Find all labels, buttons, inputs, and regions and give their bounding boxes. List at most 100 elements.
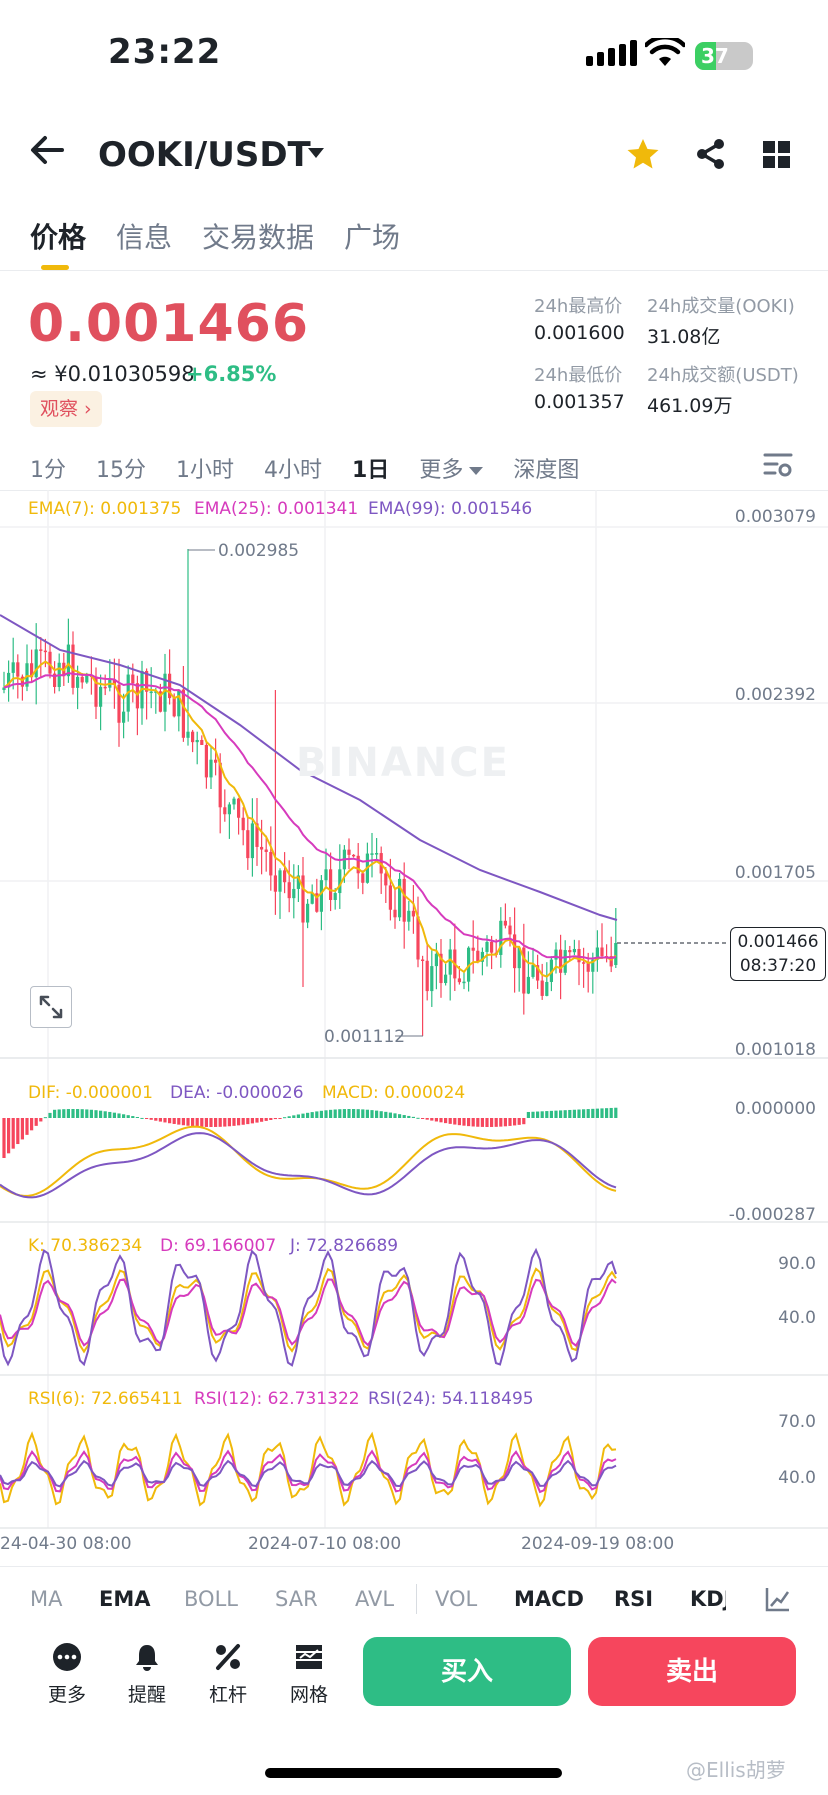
candle-body xyxy=(158,691,162,712)
interval-more[interactable]: 更多 xyxy=(419,452,484,484)
candle-body xyxy=(462,981,466,984)
indicator-ma[interactable]: MA xyxy=(30,1587,63,1611)
macd-bar xyxy=(591,1108,595,1118)
candle-body xyxy=(388,885,392,910)
interval-1h[interactable]: 1小时 xyxy=(176,458,234,483)
pair-title[interactable]: OOKI/USDT xyxy=(98,135,311,175)
candle-body xyxy=(526,976,530,994)
macd-bar xyxy=(614,1107,618,1118)
indicator-avl[interactable]: AVL xyxy=(355,1587,395,1611)
indicator-macd[interactable]: MACD xyxy=(514,1587,584,1611)
tab-square[interactable]: 广场 xyxy=(344,221,401,254)
macd-bar xyxy=(490,1118,494,1127)
macd-bar xyxy=(163,1118,167,1123)
leverage-tool[interactable]: 杠杆 xyxy=(196,1642,260,1707)
macd-bar xyxy=(48,1112,52,1118)
macd-bar xyxy=(227,1118,231,1127)
kline-chart[interactable] xyxy=(0,490,828,1545)
chevron-down-icon[interactable] xyxy=(308,148,324,158)
chart-settings-icon[interactable] xyxy=(763,452,793,478)
candle-body xyxy=(264,849,268,852)
candle-body xyxy=(237,798,241,818)
interval-1m[interactable]: 1分 xyxy=(30,458,66,483)
macd-bar xyxy=(600,1108,604,1118)
macd-bar xyxy=(411,1116,415,1118)
candle-countdown: 08:37:20 xyxy=(739,956,817,976)
macd-bar xyxy=(172,1118,176,1124)
grid-bot-icon xyxy=(296,1645,322,1669)
candle-body xyxy=(361,873,365,883)
candle-body xyxy=(503,920,507,926)
indicator-boll[interactable]: BOLL xyxy=(184,1587,238,1611)
candle-body xyxy=(480,951,484,962)
buy-button[interactable]: 买入 xyxy=(363,1637,571,1706)
candle-body xyxy=(411,910,415,917)
sell-button[interactable]: 卖出 xyxy=(588,1637,796,1706)
indicator-kdj[interactable]: KDJ xyxy=(690,1587,726,1611)
macd-bar xyxy=(503,1118,507,1127)
macd-bar xyxy=(246,1118,250,1125)
candle-body xyxy=(269,851,273,876)
interval-4h[interactable]: 4小时 xyxy=(264,458,322,483)
macd-bar xyxy=(16,1118,20,1145)
macd-bar xyxy=(80,1109,84,1118)
macd-bar xyxy=(34,1118,38,1126)
indicator-vol[interactable]: VOL xyxy=(435,1587,478,1611)
macd-bar xyxy=(103,1111,107,1118)
macd-bar xyxy=(135,1116,139,1118)
macd-bar xyxy=(434,1118,438,1122)
bell-icon xyxy=(136,1645,158,1671)
macd-bar xyxy=(255,1118,259,1123)
indicator-ema[interactable]: EMA xyxy=(99,1587,151,1611)
candle-body xyxy=(586,962,590,972)
ema99-line xyxy=(0,614,618,921)
interval-15m[interactable]: 15分 xyxy=(96,458,146,483)
macd-axis-tick: -0.000287 xyxy=(728,1205,816,1225)
macd-bar xyxy=(559,1110,563,1118)
more-tool[interactable]: 更多 xyxy=(35,1642,99,1707)
indicator-settings-icon[interactable] xyxy=(765,1586,791,1612)
back-arrow-icon[interactable] xyxy=(30,135,64,165)
macd-bar xyxy=(89,1109,93,1118)
candle-body xyxy=(398,878,402,918)
candle-body xyxy=(255,823,259,847)
stat-high-label: 24h最高价 xyxy=(534,296,623,317)
candle-body xyxy=(439,953,443,984)
indicator-sar[interactable]: SAR xyxy=(275,1587,318,1611)
price-axis-tick: 0.003079 xyxy=(734,507,816,527)
candle-body xyxy=(434,953,438,967)
candle-body xyxy=(112,680,116,685)
candle-body xyxy=(204,744,208,778)
indicator-rsi[interactable]: RSI xyxy=(614,1587,654,1611)
candle-body xyxy=(582,962,586,964)
fullscreen-button[interactable] xyxy=(30,986,72,1028)
candle-body xyxy=(444,974,448,984)
candle-body xyxy=(402,878,406,922)
macd-bar xyxy=(117,1113,121,1118)
rsi6-label: RSI(6): 72.665411 xyxy=(28,1389,183,1409)
tab-trading-data[interactable]: 交易数据 xyxy=(202,221,315,254)
macd-bar xyxy=(200,1118,204,1127)
macd-bar xyxy=(214,1118,218,1127)
interval-1d[interactable]: 1日 xyxy=(352,458,390,483)
alert-tool[interactable]: 提醒 xyxy=(115,1642,179,1707)
watch-button[interactable]: 观察 › xyxy=(30,391,102,427)
candle-body xyxy=(122,711,126,723)
grid-tool[interactable]: 网格 xyxy=(277,1642,341,1707)
price-axis-tick: 0.001018 xyxy=(734,1040,816,1060)
favorite-star-icon[interactable] xyxy=(626,138,660,170)
tab-price[interactable]: 价格 xyxy=(30,221,87,254)
macd-bar xyxy=(444,1118,448,1124)
tab-info[interactable]: 信息 xyxy=(116,221,173,254)
macd-bar xyxy=(186,1118,190,1126)
grid-layout-icon[interactable] xyxy=(763,141,791,169)
candle-body xyxy=(99,686,103,707)
depth-chart-tab[interactable]: 深度图 xyxy=(513,458,580,483)
battery-icon: 37 xyxy=(695,42,753,70)
alert-tool-label: 提醒 xyxy=(127,1684,166,1706)
macd-bar xyxy=(494,1118,498,1127)
candle-body xyxy=(540,980,544,996)
candle-body xyxy=(145,670,149,692)
macd-bar xyxy=(393,1113,397,1118)
share-icon[interactable] xyxy=(695,138,727,170)
